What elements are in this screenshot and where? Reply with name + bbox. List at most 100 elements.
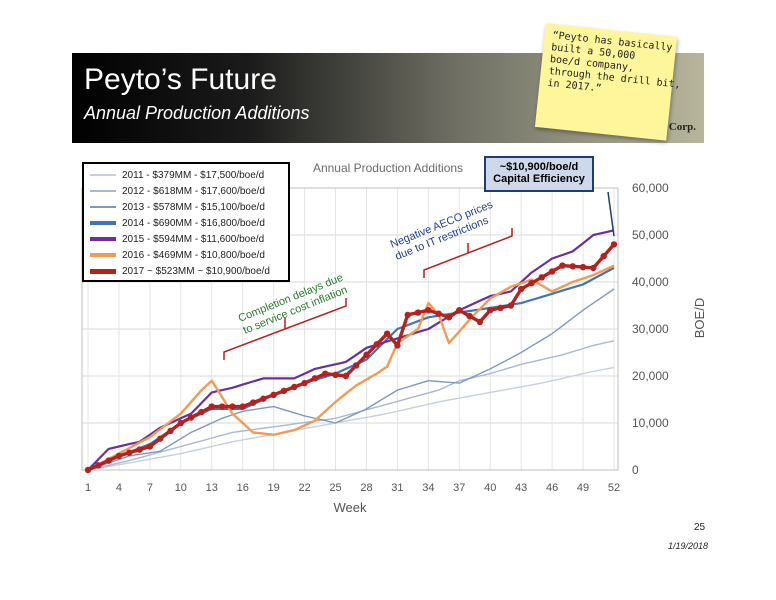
x-tick-label: 25 — [329, 482, 341, 494]
series-point-2017 — [105, 457, 112, 464]
legend-label: 2012 - $618MM - $17,600/boe/d — [122, 185, 265, 197]
series-point-2017 — [177, 419, 185, 427]
legend-item-2011: 2011 - $379MM - $17,500/boe/d — [90, 167, 264, 183]
series-point-2017 — [146, 443, 154, 450]
series-line-2011 — [87, 366, 615, 471]
x-tick-label: 31 — [391, 482, 403, 494]
y-tick-labels: 0 10,000 20,000 30,000 40,000 50,000 60,000 — [632, 181, 669, 477]
capital-efficiency-callout: ~$10,900/boe/d Capital Efficiency — [484, 156, 594, 192]
company-logo-text: Corp. — [668, 121, 696, 133]
series-point-2017 — [95, 462, 102, 469]
series-point-2017 — [394, 342, 401, 349]
x-tick-label: 1 — [85, 482, 91, 494]
series-point-2017 — [136, 446, 143, 453]
series-point-2017 — [198, 408, 205, 416]
legend-label: 2014 - $690MM - $16,800/boe/d — [122, 217, 265, 229]
x-tick-label: 16 — [237, 482, 249, 494]
plot-frame — [81, 187, 619, 471]
legend-swatch — [90, 237, 116, 241]
slide-subtitle: Annual Production Additions — [84, 103, 310, 123]
series-line-2016 — [87, 264, 615, 472]
legend-swatch — [90, 268, 116, 274]
legend-swatch — [90, 253, 116, 257]
series-point-2017 — [528, 279, 535, 287]
y-axis-label: BOE/D — [692, 298, 707, 338]
x-tick-labels: 1 4 7 10 13 16 19 22 25 28 31 34 37 40 43 46 49 52 — [85, 482, 620, 494]
series-point-2017 — [115, 452, 123, 460]
series-point-2017 — [579, 263, 587, 271]
series-point-2017 — [517, 285, 525, 293]
legend-item-2015: 2015 - $594MM - $11,600/boe/d — [90, 231, 264, 247]
y-tick-label: 60,000 — [632, 181, 669, 195]
series-point-2017 — [218, 403, 226, 410]
legend-item-2013: 2013 - $578MM - $15,100/boe/d — [90, 199, 265, 215]
y-tick-label: 0 — [632, 463, 639, 477]
callout-value: ~$10,900/boe/d — [499, 161, 579, 173]
series-point-2017 — [352, 362, 360, 369]
y-tick-label: 40,000 — [632, 275, 669, 289]
y-tick-label: 20,000 — [632, 369, 669, 383]
callout-leader — [607, 191, 615, 237]
series-point-2017 — [126, 449, 133, 456]
series-point-2017 — [466, 312, 473, 320]
series-point-2017 — [548, 268, 556, 275]
slide-date: 1/19/2018 — [668, 541, 709, 551]
series-point-2017 — [425, 307, 432, 314]
series-point-2017 — [497, 304, 504, 312]
aeco-annotation: Negative AECO prices due to IT restricti… — [389, 198, 503, 263]
x-tick-label: 40 — [484, 482, 496, 494]
series-point-2017 — [600, 252, 607, 260]
series-point-2017 — [280, 387, 288, 395]
series-point-2017 — [569, 263, 576, 270]
series-point-2017 — [404, 311, 411, 319]
series-line-2015 — [87, 229, 615, 471]
legend-label: 2013 - $578MM - $15,100/boe/d — [122, 201, 265, 213]
series-point-2017 — [507, 302, 515, 309]
x-tick-label: 37 — [453, 482, 465, 494]
series-point-2017 — [590, 264, 597, 272]
x-tick-label: 10 — [175, 482, 187, 494]
series-point-2017 — [445, 314, 453, 321]
series-point-2017 — [84, 466, 92, 474]
y-tick-label: 50,000 — [632, 228, 669, 242]
legend-label: 2011 - $379MM - $17,500/boe/d — [122, 169, 265, 181]
chart-title: Annual Production Additions — [313, 161, 463, 175]
series-point-2017 — [301, 379, 308, 387]
legend-item-2014: 2014 - $690MM - $16,800/boe/d — [90, 215, 265, 231]
series-point-2017 — [476, 318, 484, 326]
x-tick-label: 34 — [422, 482, 434, 494]
series-line-2012 — [87, 340, 615, 471]
x-tick-label: 49 — [577, 482, 589, 494]
series-point-2017 — [435, 310, 442, 317]
series-point-2017 — [187, 414, 195, 421]
series-point-2017 — [260, 395, 267, 402]
series-line-2013 — [87, 288, 615, 471]
legend-item-2017: 2017 ~ $523MM ~ $10,900/boe/d — [90, 263, 270, 279]
legend-label: 2016 - $469MM - $10,800/boe/d — [122, 249, 265, 261]
x-axis-label: Week — [334, 500, 367, 515]
series-layer — [84, 229, 618, 474]
x-tick-label: 7 — [147, 482, 153, 494]
x-tick-label: 43 — [515, 482, 527, 494]
series-point-2017 — [322, 370, 329, 377]
legend-label: 2015 - $594MM - $11,600/boe/d — [122, 233, 265, 245]
page-number: 25 — [694, 522, 706, 533]
x-tick-label: 28 — [360, 482, 372, 494]
series-point-2017 — [456, 307, 463, 314]
x-tick-label: 22 — [298, 482, 310, 494]
slide-title: Peyto’s Future — [84, 63, 277, 96]
series-point-2017 — [311, 375, 319, 382]
series-point-2017 — [156, 435, 164, 442]
legend-swatch — [90, 174, 116, 176]
y-tick-label: 10,000 — [632, 416, 669, 430]
series-point-2017 — [414, 309, 422, 316]
series-line-2017 — [87, 243, 616, 472]
legend-swatch — [90, 190, 116, 192]
x-tick-label: 52 — [608, 482, 620, 494]
series-point-2017 — [538, 274, 546, 281]
series-point-2017 — [332, 371, 339, 379]
x-tick-label: 13 — [206, 482, 218, 494]
series-point-2017 — [559, 262, 566, 269]
series-point-2017 — [229, 403, 236, 410]
